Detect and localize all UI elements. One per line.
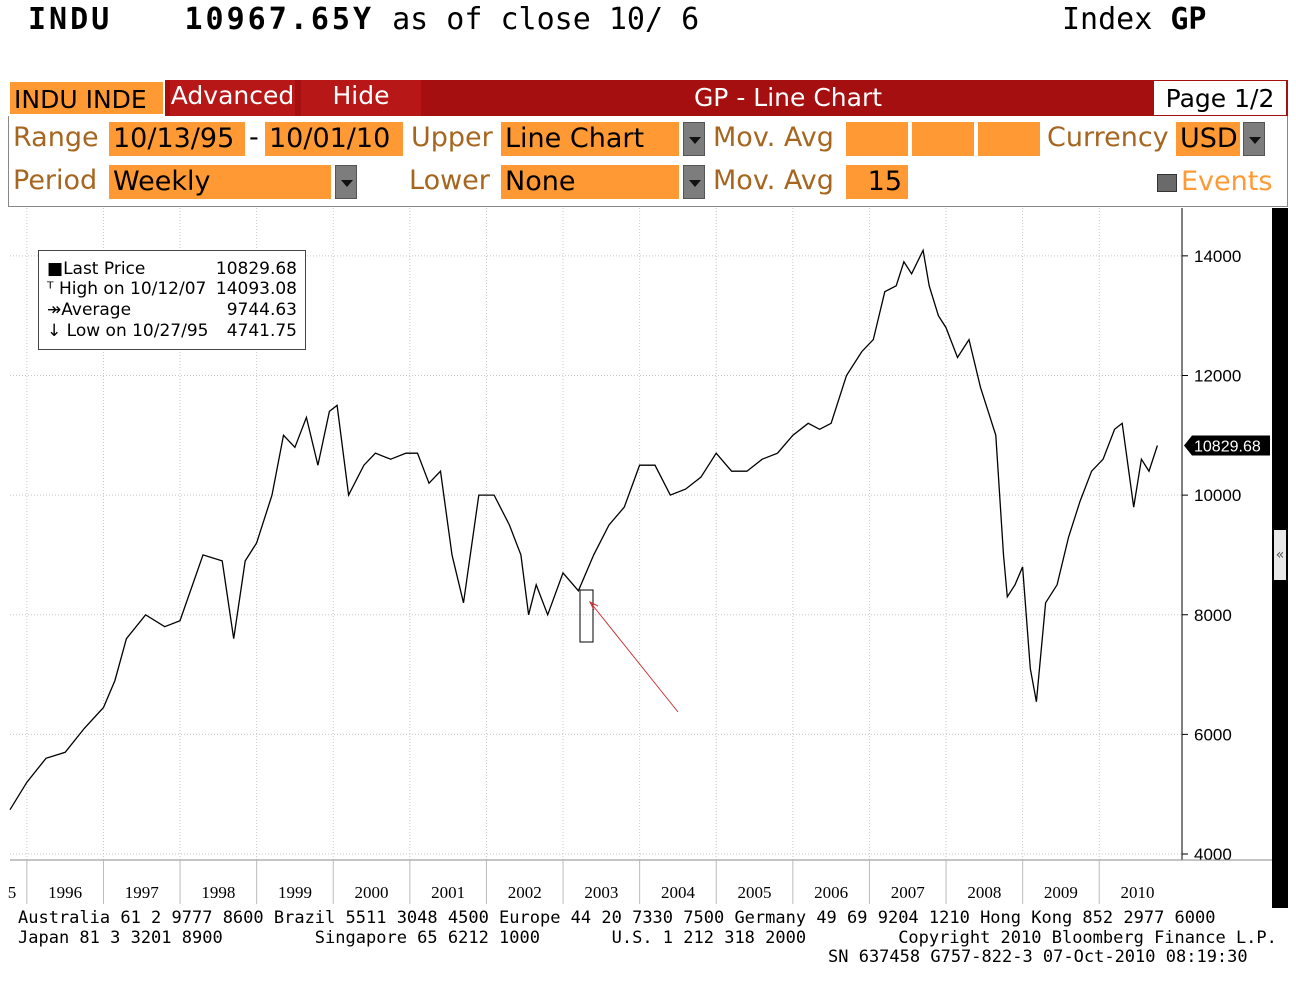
page-indicator[interactable]: Page 1/2 xyxy=(1152,81,1286,115)
last-price-tag xyxy=(1184,435,1270,456)
movavg-field-3[interactable] xyxy=(978,122,1040,156)
period-select[interactable]: Weekly xyxy=(109,165,331,199)
highlight-box xyxy=(579,589,594,643)
as-of-text: as of close 10/ 6 xyxy=(392,2,700,37)
upper-dropdown-icon[interactable] xyxy=(683,122,705,156)
chevron-double-left-icon[interactable]: « xyxy=(1274,530,1286,580)
movavg2-label: Mov. Avg xyxy=(713,165,834,196)
x-tick-label: 2000 xyxy=(355,883,389,902)
legend-last-value: 10829.68 xyxy=(215,259,297,279)
price-line-layer xyxy=(9,248,1159,811)
footer-line-2: Japan 81 3 3201 8900 Singapore 65 6212 1… xyxy=(18,928,1277,948)
ticker-tab[interactable]: INDU INDE xyxy=(8,80,165,116)
annotation-arrowhead xyxy=(588,600,599,611)
footer-line-1: Australia 61 2 9777 8600 Brazil 5511 304… xyxy=(18,908,1216,928)
y-tick-label: 6000 xyxy=(1194,725,1232,744)
advanced-button[interactable]: Advanced xyxy=(170,80,295,116)
currency-select[interactable]: USD xyxy=(1176,122,1240,156)
range-label: Range xyxy=(13,122,99,153)
legend-high-value: 14093.08 xyxy=(215,279,297,299)
x-tick-label: 2002 xyxy=(508,883,542,902)
security-type: Index xyxy=(1062,2,1153,37)
control-panel: Range 10/13/95 - 10/01/10 Upper Line Cha… xyxy=(8,116,1288,207)
high-marker-icon: ᵀ xyxy=(47,279,59,299)
legend-avg-value: 9744.63 xyxy=(226,300,297,320)
chart-axes: 4000 6000 8000 10000 12000 14000 5 1996 1997 1998… xyxy=(8,208,1272,904)
x-tick-label: 5 xyxy=(8,883,17,902)
x-tick-label: 2004 xyxy=(661,883,696,902)
period-dropdown-icon[interactable] xyxy=(335,165,357,199)
x-tick-label: 2009 xyxy=(1044,883,1078,902)
x-tick-label: 1999 xyxy=(278,883,312,902)
square-icon: ■ xyxy=(47,259,64,279)
range-separator: - xyxy=(249,122,259,153)
legend-low-value: 4741.75 xyxy=(226,321,297,341)
function-code: GP xyxy=(1170,2,1207,37)
range-end-field[interactable]: 10/01/10 xyxy=(265,122,403,156)
period-label: Period xyxy=(13,165,98,196)
legend-high: ᵀ High on 10/12/07 14093.08 xyxy=(47,279,297,299)
y-tick-label: 14000 xyxy=(1194,247,1241,266)
lower-select[interactable]: None xyxy=(501,165,679,199)
legend-last-label: Last Price xyxy=(63,259,146,279)
lower-label: Lower xyxy=(409,165,490,196)
y-tick-label: 4000 xyxy=(1194,845,1232,864)
movavg-field-1[interactable] xyxy=(846,122,908,156)
y-tick-label: 10000 xyxy=(1194,486,1241,505)
events-label[interactable]: Events xyxy=(1181,166,1273,197)
chart-title: GP - Line Chart xyxy=(693,83,883,112)
legend-low: ↓ Low on 10/27/95 4741.75 xyxy=(47,321,297,341)
movavg-field-2[interactable] xyxy=(912,122,974,156)
currency-dropdown-icon[interactable] xyxy=(1243,122,1265,156)
x-tick-label: 2005 xyxy=(738,883,772,902)
price-line xyxy=(9,248,1159,811)
legend-avg-label: Average xyxy=(61,300,132,320)
legend-low-label: Low on 10/27/95 xyxy=(66,321,209,341)
footer-line-3: SN 637458 G757-822-3 07-Oct-2010 08:19:3… xyxy=(828,947,1248,967)
header-quote: INDU 10967.65Y as of close 10/ 6 xyxy=(28,2,699,37)
movavg-label: Mov. Avg xyxy=(713,122,834,153)
upper-select[interactable]: Line Chart xyxy=(501,122,679,156)
events-checkbox[interactable] xyxy=(1157,174,1177,192)
x-tick-label: 2006 xyxy=(814,883,848,902)
average-marker-icon: ↠ xyxy=(47,300,62,320)
last-price: 10967.65Y xyxy=(184,2,375,37)
last-price-tag-label: 10829.68 xyxy=(1194,438,1261,455)
legend-last-price: ■Last Price 10829.68 xyxy=(47,259,297,279)
annotation-arrow xyxy=(589,601,679,713)
price-chart: 4000 6000 8000 10000 12000 14000 5 1996 1997 1998… xyxy=(8,208,1272,904)
hide-button[interactable]: Hide xyxy=(301,80,421,116)
y-tick-label: 12000 xyxy=(1194,366,1241,385)
x-tick-label: 1997 xyxy=(125,883,160,902)
low-marker-icon: ↓ xyxy=(47,321,67,341)
annotation-layer xyxy=(579,589,679,713)
chart-legend: ■Last Price 10829.68 ᵀ High on 10/12/07 … xyxy=(38,250,306,350)
range-start-field[interactable]: 10/13/95 xyxy=(109,122,245,156)
upper-label: Upper xyxy=(411,122,493,153)
x-tick-label: 2001 xyxy=(431,883,465,902)
currency-label: Currency xyxy=(1047,122,1169,153)
toolbar: INDU INDE Advanced Hide GP - Line Chart … xyxy=(8,80,1288,116)
ticker-symbol: INDU xyxy=(28,2,113,37)
x-tick-label: 1998 xyxy=(201,883,235,902)
header-right: Index GP xyxy=(1062,2,1207,37)
x-tick-label: 2010 xyxy=(1121,883,1155,902)
x-tick-label: 2003 xyxy=(584,883,618,902)
legend-average: ↠Average 9744.63 xyxy=(47,300,297,320)
y-tick-label: 8000 xyxy=(1194,606,1232,625)
lower-dropdown-icon[interactable] xyxy=(683,165,705,199)
x-tick-label: 1996 xyxy=(48,883,82,902)
x-tick-label: 2007 xyxy=(891,883,926,902)
movavg2-field[interactable]: 15 xyxy=(846,165,908,199)
x-tick-label: 2008 xyxy=(967,883,1001,902)
legend-high-label: High on 10/12/07 xyxy=(58,279,207,299)
